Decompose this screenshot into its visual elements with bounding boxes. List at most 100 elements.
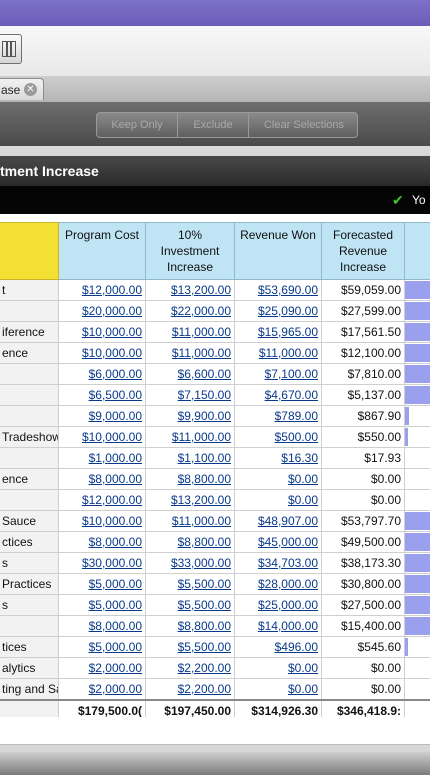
investment-link[interactable]: $11,000.00 [171, 325, 231, 339]
row-name[interactable]: iference [0, 321, 59, 343]
investment-cell: $13,200.00 [145, 489, 235, 511]
program-cost-link[interactable]: $8,000.00 [88, 472, 142, 486]
investment-link[interactable]: $13,200.00 [170, 283, 231, 297]
investment-link[interactable]: $5,500.00 [177, 577, 231, 591]
revenue-won-link[interactable]: $0.00 [287, 682, 318, 696]
column-header-ad[interactable]: Ad [404, 222, 430, 280]
investment-link[interactable]: $11,000.00 [171, 346, 231, 360]
program-cost-link[interactable]: $8,000.00 [88, 619, 142, 633]
revenue-won-link[interactable]: $7,100.00 [264, 367, 318, 381]
program-cost-link[interactable]: $2,000.00 [88, 682, 142, 696]
forecast-cell: $53,797.70 [321, 510, 405, 532]
program-cost-link[interactable]: $12,000.00 [81, 283, 142, 297]
program-cost-link[interactable]: $12,000.00 [81, 493, 142, 507]
investment-link[interactable]: $7,150.00 [177, 388, 231, 402]
program-cost-link[interactable]: $9,000.00 [88, 409, 142, 423]
investment-link[interactable]: $5,500.00 [177, 598, 231, 612]
revenue-won-link[interactable]: $28,000.00 [257, 577, 318, 591]
investment-link[interactable]: $13,200.00 [170, 493, 231, 507]
investment-link[interactable]: $9,900.00 [177, 409, 231, 423]
column-header-revenue-won[interactable]: Revenue Won [234, 222, 322, 280]
close-icon[interactable]: ✕ [24, 83, 37, 96]
column-header-program-cost[interactable]: Program Cost [58, 222, 146, 280]
row-name[interactable]: tices [0, 636, 59, 658]
row-name[interactable]: ence [0, 342, 59, 364]
revenue-won-link[interactable]: $45,000.00 [257, 535, 318, 549]
program-cost-link[interactable]: $10,000.00 [81, 514, 142, 528]
grid-view-button[interactable] [0, 34, 22, 64]
revenue-won-link[interactable]: $500.00 [274, 430, 318, 444]
program-cost-link[interactable]: $2,000.00 [88, 661, 142, 675]
data-bar [405, 533, 430, 551]
investment-link[interactable]: $5,500.00 [177, 640, 231, 654]
row-name[interactable] [0, 363, 59, 385]
row-name[interactable]: Sauce [0, 510, 59, 532]
row-name[interactable]: Tradeshow [0, 426, 59, 448]
revenue-won-link[interactable]: $0.00 [287, 493, 318, 507]
revenue-won-link[interactable]: $0.00 [287, 661, 318, 675]
investment-link[interactable]: $2,200.00 [177, 661, 231, 675]
program-cost-link[interactable]: $10,000.00 [81, 325, 142, 339]
revenue-won-link[interactable]: $53,690.00 [257, 283, 318, 297]
investment-link[interactable]: $11,000.00 [171, 514, 231, 528]
revenue-won-link[interactable]: $496.00 [274, 640, 318, 654]
program-cost-link[interactable]: $10,000.00 [81, 346, 142, 360]
program-cost-link[interactable]: $10,000.00 [81, 430, 142, 444]
row-name[interactable]: s [0, 594, 59, 616]
revenue-won-link[interactable]: $0.00 [287, 472, 318, 486]
row-name[interactable]: alytics [0, 657, 59, 679]
revenue-won-link[interactable]: $4,670.00 [264, 388, 318, 402]
row-name[interactable]: Practices [0, 573, 59, 595]
keep-only-button[interactable]: Keep Only [97, 113, 178, 137]
investment-link[interactable]: $11,000.00 [171, 430, 231, 444]
table-row: $12,000.00 $13,200.00 $0.00 $0.00 [0, 489, 430, 511]
revenue-won-link[interactable]: $11,000.00 [258, 346, 318, 360]
row-name[interactable]: ence [0, 468, 59, 490]
program-cost-link[interactable]: $6,500.00 [88, 388, 142, 402]
row-name[interactable]: t [0, 279, 59, 301]
investment-link[interactable]: $8,800.00 [177, 619, 231, 633]
investment-link[interactable]: $2,200.00 [177, 682, 231, 696]
revenue-won-link[interactable]: $34,703.00 [257, 556, 318, 570]
program-cost-link[interactable]: $5,000.00 [88, 598, 142, 612]
revenue-won-link[interactable]: $14,000.00 [257, 619, 318, 633]
column-header-investment-increase[interactable]: 10% Investment Increase [145, 222, 235, 280]
program-cost-link[interactable]: $1,000.00 [88, 451, 142, 465]
investment-link[interactable]: $33,000.00 [170, 556, 231, 570]
data-table-container[interactable]: Program Cost 10% Investment Increase Rev… [0, 222, 430, 717]
row-name[interactable] [0, 300, 59, 322]
program-cost-cell: $6,000.00 [58, 363, 146, 385]
program-cost-link[interactable]: $20,000.00 [81, 304, 142, 318]
row-name[interactable] [0, 615, 59, 637]
revenue-won-link[interactable]: $16.30 [281, 451, 318, 465]
row-name[interactable] [0, 447, 59, 469]
program-cost-link[interactable]: $6,000.00 [88, 367, 142, 381]
revenue-won-cell: $11,000.00 [234, 342, 322, 364]
revenue-won-cell: $4,670.00 [234, 384, 322, 406]
column-header-forecasted-revenue[interactable]: Forecasted Revenue Increase [321, 222, 405, 280]
investment-link[interactable]: $8,800.00 [177, 535, 231, 549]
revenue-won-link[interactable]: $789.00 [274, 409, 318, 423]
program-cost-link[interactable]: $30,000.00 [81, 556, 142, 570]
revenue-won-link[interactable]: $48,907.00 [257, 514, 318, 528]
clear-selections-button[interactable]: Clear Selections [263, 119, 345, 131]
revenue-won-link[interactable]: $25,090.00 [257, 304, 318, 318]
row-name[interactable]: s [0, 552, 59, 574]
row-name[interactable]: ting and Sa [0, 678, 59, 701]
revenue-won-link[interactable]: $15,965.00 [257, 325, 318, 339]
investment-link[interactable]: $1,100.00 [177, 451, 231, 465]
program-cost-link[interactable]: $5,000.00 [88, 577, 142, 591]
investment-link[interactable]: $6,600.00 [177, 367, 231, 381]
row-name[interactable]: ctices [0, 531, 59, 553]
row-name[interactable] [0, 489, 59, 511]
exclude-button[interactable]: Exclude [178, 113, 249, 137]
investment-link[interactable]: $22,000.00 [170, 304, 231, 318]
revenue-won-link[interactable]: $25,000.00 [257, 598, 318, 612]
tab-report[interactable]: ase ✕ [0, 78, 44, 100]
row-name[interactable] [0, 384, 59, 406]
investment-link[interactable]: $8,800.00 [177, 472, 231, 486]
column-header-name[interactable] [0, 222, 59, 280]
program-cost-link[interactable]: $8,000.00 [88, 535, 142, 549]
row-name[interactable] [0, 405, 59, 427]
program-cost-link[interactable]: $5,000.00 [88, 640, 142, 654]
